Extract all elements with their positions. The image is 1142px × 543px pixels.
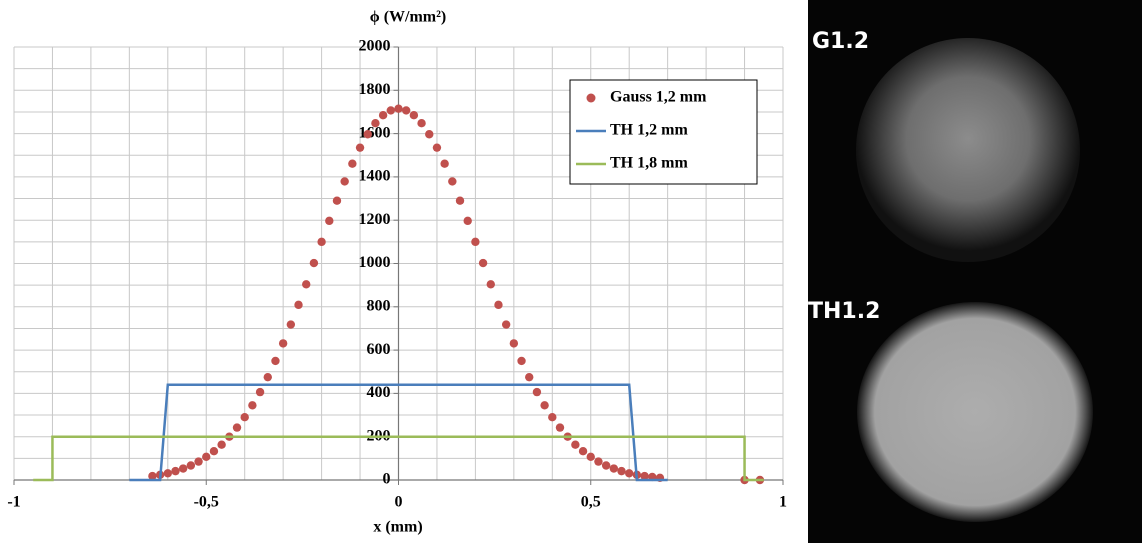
x-tick-label: -0,5 bbox=[194, 494, 219, 511]
data-point bbox=[409, 110, 419, 120]
data-point bbox=[325, 216, 334, 226]
data-point bbox=[601, 461, 611, 470]
tophat-spot bbox=[857, 302, 1093, 522]
data-point bbox=[525, 372, 534, 382]
data-point bbox=[617, 466, 626, 476]
data-point bbox=[309, 258, 319, 268]
data-point bbox=[501, 320, 511, 329]
data-point bbox=[209, 447, 219, 456]
data-point bbox=[363, 130, 372, 139]
series-line bbox=[129, 383, 668, 482]
series-line bbox=[33, 435, 764, 482]
data-point bbox=[548, 413, 557, 422]
data-point bbox=[263, 372, 272, 382]
y-tick-label: 1800 bbox=[359, 81, 391, 98]
x-tick-label: -1 bbox=[7, 494, 20, 511]
data-point bbox=[286, 320, 296, 329]
y-tick-label: 400 bbox=[367, 384, 391, 401]
data-point bbox=[255, 387, 265, 397]
data-point bbox=[448, 177, 457, 186]
x-tick-label: 0,5 bbox=[581, 494, 601, 511]
data-point bbox=[555, 423, 565, 432]
data-point bbox=[248, 401, 257, 410]
data-point bbox=[478, 258, 488, 268]
data-point bbox=[586, 452, 595, 462]
x-tick-label: 1 bbox=[779, 494, 787, 511]
data-point bbox=[609, 464, 619, 473]
data-point bbox=[401, 106, 411, 115]
data-point bbox=[640, 471, 649, 481]
data-point bbox=[371, 119, 380, 128]
data-point bbox=[271, 356, 280, 366]
data-point bbox=[463, 216, 472, 226]
data-point bbox=[455, 196, 465, 205]
data-point bbox=[594, 457, 603, 466]
data-point bbox=[486, 280, 495, 289]
data-point bbox=[394, 104, 403, 113]
data-point bbox=[471, 237, 480, 247]
x-axis-label: x (mm) bbox=[373, 519, 422, 536]
y-tick-label: 1200 bbox=[359, 211, 391, 228]
data-point bbox=[494, 300, 503, 310]
y-tick-label: 800 bbox=[367, 297, 391, 314]
y-tick-label: 0 bbox=[383, 471, 391, 488]
legend-swatch bbox=[586, 93, 596, 103]
data-point bbox=[425, 130, 434, 139]
gauss-spot bbox=[856, 38, 1080, 262]
data-point bbox=[340, 177, 349, 186]
data-point bbox=[148, 471, 157, 481]
data-point bbox=[171, 466, 180, 476]
y-tick-label: 1400 bbox=[359, 168, 391, 185]
photo: G1.2 TH1.2 bbox=[808, 0, 1142, 543]
data-point bbox=[625, 469, 634, 478]
data-point bbox=[348, 159, 357, 168]
data-point bbox=[432, 143, 442, 152]
data-point bbox=[178, 464, 188, 473]
data-point bbox=[217, 440, 226, 449]
data-point bbox=[278, 339, 288, 348]
data-point bbox=[386, 106, 396, 115]
data-point bbox=[202, 452, 211, 462]
data-point bbox=[571, 440, 580, 449]
data-point bbox=[378, 110, 388, 120]
chart-title: ϕ (W/mm²) bbox=[370, 9, 447, 26]
x-tick-label: 0 bbox=[395, 494, 403, 511]
data-point bbox=[532, 387, 542, 397]
legend-label: Gauss 1,2 mm bbox=[610, 89, 707, 106]
data-point bbox=[509, 339, 519, 348]
data-point bbox=[186, 461, 196, 470]
y-tick-label: 2000 bbox=[359, 38, 391, 55]
data-point bbox=[232, 423, 242, 432]
data-point bbox=[417, 119, 426, 128]
data-point bbox=[163, 469, 172, 478]
legend-label: TH 1,2 mm bbox=[610, 122, 688, 139]
data-point bbox=[294, 300, 303, 310]
data-point bbox=[194, 457, 203, 466]
data-point bbox=[332, 196, 342, 205]
data-point bbox=[578, 447, 588, 456]
data-point bbox=[355, 143, 365, 152]
photo-label: G1.2 bbox=[812, 29, 869, 54]
legend-label: TH 1,8 mm bbox=[610, 155, 688, 172]
y-tick-label: 600 bbox=[367, 341, 391, 358]
data-point bbox=[240, 413, 249, 422]
data-point bbox=[440, 159, 449, 168]
data-point bbox=[302, 280, 311, 289]
data-point bbox=[517, 356, 526, 366]
chart: ϕ (W/mm²) x (mm) -1 -0,5 0 0,5 1020040060080… bbox=[7, 9, 787, 536]
photo-label: TH1.2 bbox=[808, 299, 880, 324]
data-point bbox=[317, 237, 326, 247]
y-tick-label: 1000 bbox=[359, 254, 391, 271]
data-point bbox=[540, 401, 549, 410]
